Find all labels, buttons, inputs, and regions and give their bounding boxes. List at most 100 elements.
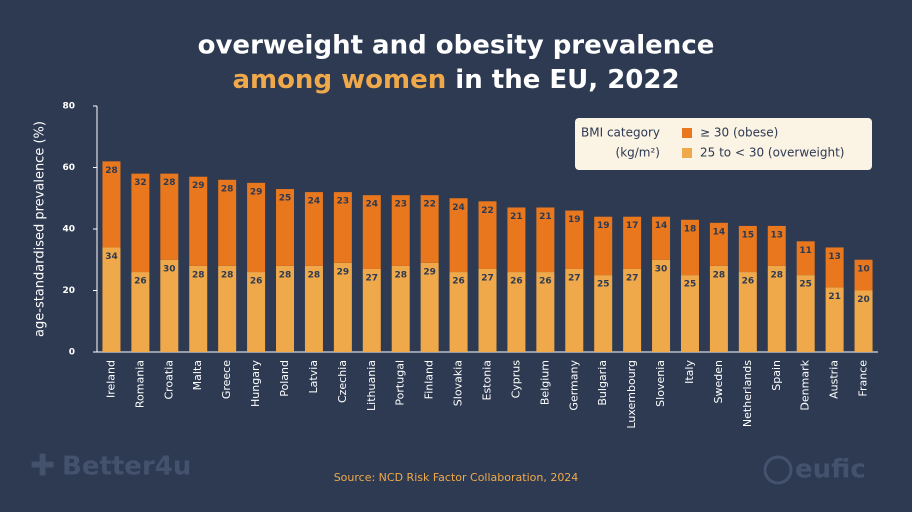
logo-icon — [763, 455, 793, 485]
x-tick-label: Germany — [567, 360, 580, 411]
bar-segment — [652, 216, 671, 260]
bar-segment — [796, 241, 815, 276]
data-label: 25 — [684, 280, 697, 290]
bar-segment — [218, 265, 237, 352]
bar-segment — [449, 198, 468, 273]
x-tick-label: Malta — [191, 360, 204, 390]
bar-segment — [247, 272, 266, 352]
source: Source: NCD Risk Factor Collaboration, 2… — [334, 471, 579, 484]
bar-segment — [825, 247, 844, 288]
x-tick-label: Hungary — [249, 360, 262, 407]
data-label: 13 — [770, 230, 783, 240]
legend-swatch — [682, 128, 692, 138]
data-label: 21 — [539, 212, 552, 222]
x-tick-label: Latvia — [307, 360, 320, 394]
bar-segment — [854, 290, 873, 352]
bar-segment — [709, 265, 728, 352]
bar-segment — [536, 207, 555, 273]
x-tick-label: Italy — [683, 360, 696, 384]
data-label: 10 — [857, 264, 870, 274]
data-label: 27 — [481, 273, 494, 283]
y-tick-label: 60 — [62, 163, 75, 173]
data-label: 14 — [713, 227, 726, 237]
data-label: 25 — [799, 280, 812, 290]
data-label: 19 — [568, 215, 581, 225]
data-label: 18 — [684, 224, 697, 234]
bar-segment — [333, 262, 352, 352]
bar-segment — [594, 275, 613, 352]
bar-segment — [247, 182, 266, 273]
y-tick-label: 20 — [62, 286, 75, 296]
bar-segment — [102, 247, 121, 352]
data-label: 15 — [742, 230, 755, 240]
data-label: 27 — [366, 273, 379, 283]
logo-icon: ✚ — [30, 449, 55, 484]
data-label: 29 — [250, 187, 263, 197]
bar-segment — [565, 210, 584, 269]
y-tick-label: 0 — [69, 348, 75, 358]
data-label: 27 — [568, 273, 581, 283]
data-label: 26 — [250, 277, 263, 287]
data-label: 14 — [655, 221, 668, 231]
bar-segment — [276, 265, 295, 352]
x-tick-label: Portugal — [394, 360, 407, 406]
x-tick-label: Lithuania — [365, 360, 378, 411]
bar-segment — [276, 189, 295, 266]
bar-segment — [738, 272, 757, 352]
bar-segment — [102, 161, 121, 248]
data-label: 24 — [452, 203, 465, 213]
bar-segment — [796, 275, 815, 352]
data-label: 20 — [857, 295, 870, 305]
bar-segment — [854, 259, 873, 291]
x-tick-label: Belgium — [538, 360, 551, 405]
bar-segment — [507, 272, 526, 352]
bar-segment — [131, 272, 150, 352]
bar-segment — [333, 192, 352, 263]
data-label: 32 — [134, 178, 147, 188]
data-label: 28 — [163, 178, 176, 188]
x-tick-label: Ireland — [104, 360, 117, 398]
data-label: 28 — [308, 270, 321, 280]
data-label: 28 — [770, 270, 783, 280]
bar-segment — [709, 222, 728, 266]
bar-segment — [160, 259, 179, 352]
data-label: 28 — [105, 166, 118, 176]
x-tick-label: Croatia — [162, 360, 175, 400]
data-label: 34 — [105, 252, 118, 262]
bar-segment — [189, 176, 208, 266]
bar-segment — [478, 268, 497, 352]
bar-segment — [420, 262, 439, 352]
bar-segment — [160, 173, 179, 260]
data-label: 29 — [423, 267, 436, 277]
logo: Better4u — [62, 452, 191, 482]
x-tick-label: Slovenia — [654, 360, 667, 407]
x-tick-label: Denmark — [799, 359, 812, 410]
x-tick-label: Czechia — [336, 360, 349, 403]
data-label: 21 — [828, 292, 841, 302]
data-label: 22 — [423, 200, 436, 210]
y-tick-label: 40 — [62, 225, 75, 235]
data-label: 29 — [192, 181, 205, 191]
bar-segment — [420, 195, 439, 263]
x-tick-label: Greece — [220, 360, 233, 399]
x-tick-label: Netherlands — [741, 360, 754, 427]
data-label: 21 — [510, 212, 523, 222]
bar-segment — [680, 219, 699, 276]
bar-segment — [304, 265, 323, 352]
x-tick-label: Slovakia — [452, 360, 465, 406]
data-label: 30 — [655, 264, 668, 274]
title-rest: in the EU, 2022 — [455, 65, 679, 95]
data-label: 24 — [308, 197, 321, 207]
data-label: 28 — [394, 270, 407, 280]
data-label: 27 — [626, 273, 639, 283]
bar-segment — [131, 173, 150, 273]
bar-segment — [362, 195, 381, 269]
data-label: 28 — [192, 270, 205, 280]
legend-title: (kg/m²) — [616, 146, 660, 160]
x-tick-label: Luxembourg — [625, 360, 638, 429]
data-label: 11 — [799, 246, 812, 256]
chart-title: overweight and obesity prevalence — [198, 31, 715, 61]
legend-box — [575, 118, 872, 170]
bar-segment — [825, 287, 844, 352]
